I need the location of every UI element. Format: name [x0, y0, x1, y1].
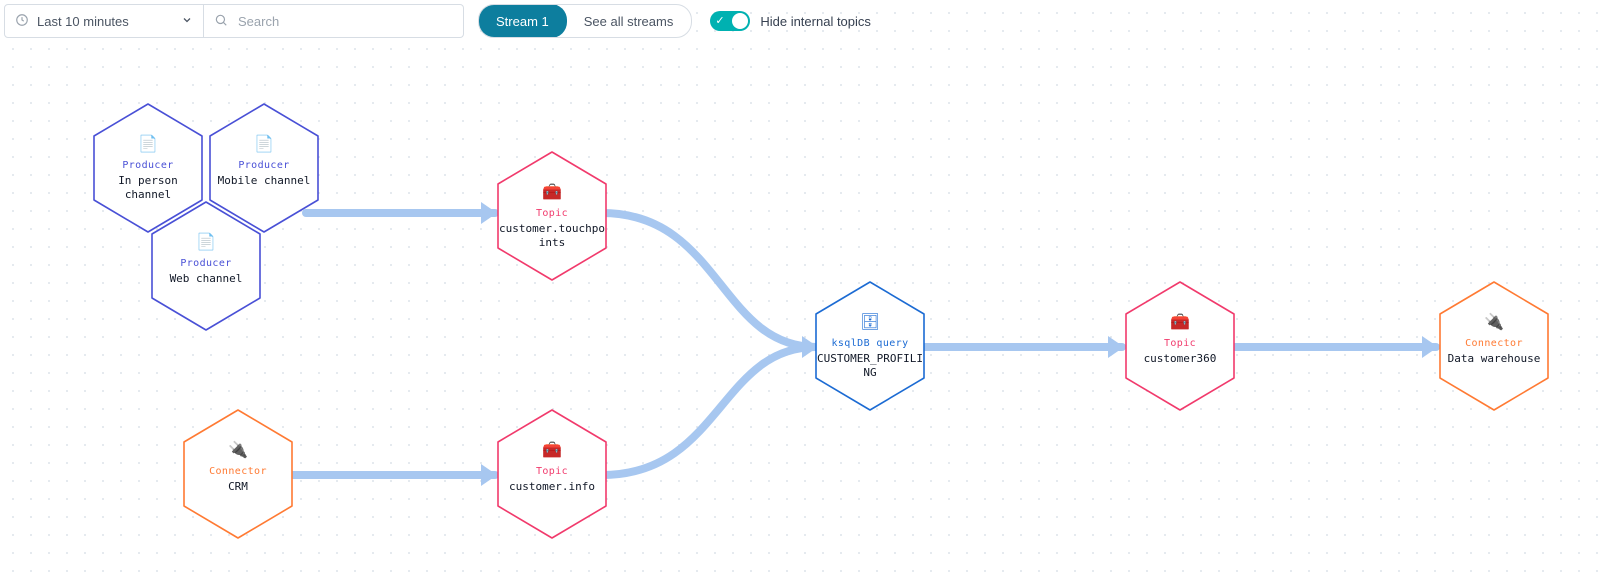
toggle-knob — [732, 13, 748, 29]
topic-icon: 🧰 — [498, 440, 606, 461]
clock-icon — [15, 13, 29, 30]
stream-pill-active[interactable]: Stream 1 — [478, 4, 567, 38]
node-label: customer.info — [498, 480, 606, 494]
connector-icon: 🔌 — [1440, 312, 1548, 333]
stream-selector: Stream 1 See all streams — [478, 4, 692, 38]
node-label: Web channel — [152, 272, 260, 286]
node-type-label: Topic — [1126, 337, 1234, 350]
node-label: Mobile channel — [210, 174, 318, 188]
node-type-label: Connector — [184, 465, 292, 478]
node-type-label: Topic — [498, 465, 606, 478]
node-type-label: Connector — [1440, 337, 1548, 350]
node-label: customer.touchpoints — [498, 222, 606, 251]
node-t1[interactable]: 🧰 Topic customer.touchpoints — [492, 148, 612, 284]
node-label: CUSTOMER_PROFILING — [816, 352, 924, 381]
node-c2[interactable]: 🔌 Connector Data warehouse — [1434, 278, 1554, 414]
node-label: CRM — [184, 480, 292, 494]
search-input[interactable] — [236, 13, 453, 30]
connector-icon: 🔌 — [184, 440, 292, 461]
node-label: customer360 — [1126, 352, 1234, 366]
search-box[interactable] — [204, 4, 464, 38]
node-type-label: ksqlDB query — [816, 337, 924, 350]
hide-internal-label: Hide internal topics — [760, 14, 871, 29]
producer-icon: 📄 — [152, 232, 260, 253]
chevron-down-icon — [181, 14, 193, 29]
search-icon — [214, 13, 228, 30]
producer-icon: 📄 — [210, 134, 318, 155]
check-icon: ✓ — [715, 13, 724, 29]
node-c1[interactable]: 🔌 Connector CRM — [178, 406, 298, 542]
node-type-label: Producer — [152, 257, 260, 270]
node-t3[interactable]: 🧰 Topic customer360 — [1120, 278, 1240, 414]
node-q1[interactable]: 🗄 ksqlDB query CUSTOMER_PROFILING — [810, 278, 930, 414]
time-range-picker[interactable]: Last 10 minutes — [4, 4, 204, 38]
time-range-label: Last 10 minutes — [37, 14, 129, 29]
ksql-icon: 🗄 — [816, 312, 924, 333]
topic-icon: 🧰 — [1126, 312, 1234, 333]
node-t2[interactable]: 🧰 Topic customer.info — [492, 406, 612, 542]
stream-pill-all[interactable]: See all streams — [566, 5, 692, 37]
hide-internal-toggle[interactable]: ✓ — [710, 11, 750, 31]
node-label: Data warehouse — [1440, 352, 1548, 366]
node-type-label: Producer — [94, 159, 202, 172]
topic-icon: 🧰 — [498, 182, 606, 203]
node-p3[interactable]: 📄 Producer Web channel — [146, 198, 266, 334]
stream-lineage-canvas[interactable]: Last 10 minutes Stream 1 See all streams… — [0, 0, 1600, 573]
producer-icon: 📄 — [94, 134, 202, 155]
toolbar: Last 10 minutes Stream 1 See all streams… — [4, 4, 871, 38]
node-type-label: Topic — [498, 207, 606, 220]
hide-internal-toggle-wrap: ✓ Hide internal topics — [710, 11, 871, 31]
node-type-label: Producer — [210, 159, 318, 172]
